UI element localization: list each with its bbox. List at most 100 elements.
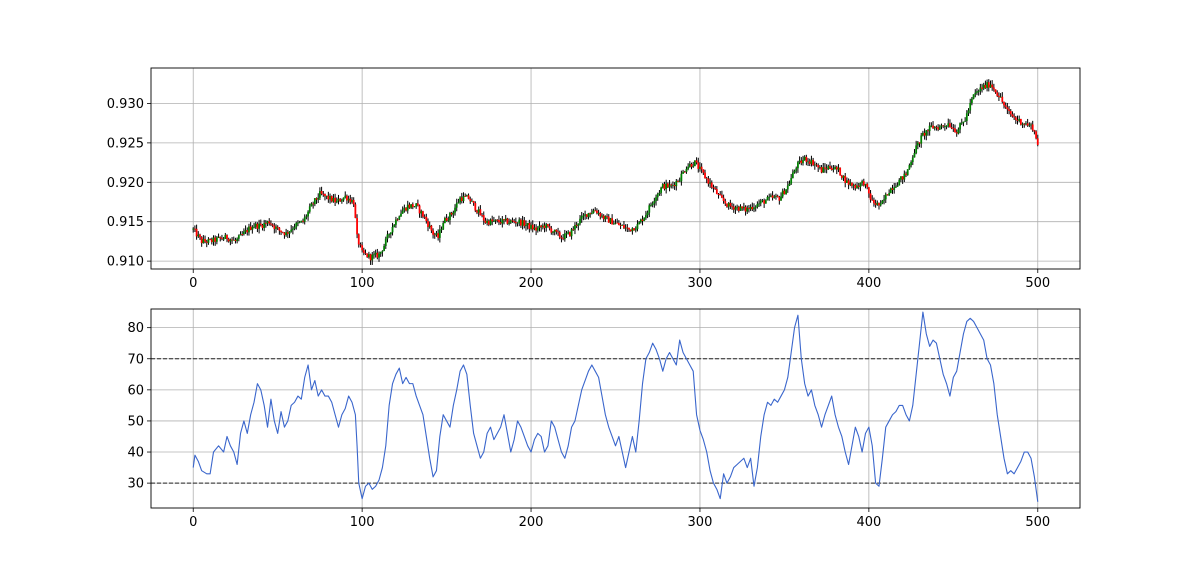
candle-body	[356, 217, 358, 235]
candle-body	[663, 183, 666, 190]
candle-body	[658, 192, 661, 195]
indicator-series-line	[192, 311, 1039, 502]
x-tick-label: 400	[856, 276, 881, 291]
candle-body	[580, 215, 583, 219]
candle-body	[972, 94, 975, 99]
candle-body	[447, 220, 450, 221]
candle-body	[849, 182, 852, 185]
candle-body	[340, 200, 343, 202]
candle-body	[970, 98, 973, 103]
candle-body	[563, 233, 566, 240]
candle-body	[722, 197, 725, 201]
candle-body	[633, 228, 635, 231]
candle-body	[624, 227, 627, 229]
candle-body	[239, 234, 242, 236]
candle-body	[584, 214, 586, 216]
candle-body	[932, 125, 934, 129]
candle-body	[312, 203, 315, 205]
candle-body	[949, 123, 951, 128]
candle-body	[661, 183, 664, 188]
candle-body	[1009, 110, 1012, 115]
candle-body	[428, 225, 431, 228]
candle-body	[832, 169, 835, 171]
candle-body	[199, 234, 201, 238]
candle-body	[192, 228, 195, 230]
x-tick-label: 200	[519, 276, 544, 291]
candle-body	[927, 130, 929, 132]
candle-body	[442, 223, 445, 230]
candle-body	[879, 203, 882, 206]
candle-body	[562, 238, 565, 240]
candle-body	[1031, 124, 1034, 131]
candle-body	[1030, 124, 1032, 126]
candle-body	[476, 210, 478, 213]
candle-body	[655, 197, 657, 201]
candle-body	[974, 92, 977, 95]
candle-body	[666, 183, 669, 188]
candle-body	[445, 217, 448, 221]
candle-body	[732, 206, 735, 210]
candle-body	[883, 199, 885, 201]
candle-body	[496, 219, 499, 221]
candle-body	[876, 202, 879, 205]
candle-body	[369, 254, 372, 261]
candle-body	[308, 206, 311, 212]
candle-body	[313, 198, 316, 205]
candle-body	[344, 195, 347, 198]
candle-body	[913, 153, 916, 158]
candle-body	[281, 232, 284, 233]
candle-body	[873, 199, 875, 204]
candle-body	[398, 216, 401, 220]
candle-body	[653, 200, 656, 204]
candle-body	[322, 193, 325, 195]
candle-body	[631, 228, 634, 232]
candle-body	[244, 230, 247, 232]
candle-body	[1014, 117, 1017, 120]
candle-body	[553, 229, 556, 233]
indicator-line-panel: 0 100 200 300 400 500 30 40 50 60 70 80	[127, 308, 1081, 530]
candle-body	[486, 220, 489, 223]
candle-body	[221, 238, 223, 240]
candle-body	[264, 223, 267, 224]
candle-body	[459, 197, 462, 203]
candle-body	[325, 195, 328, 197]
candle-body	[820, 167, 823, 173]
candle-body	[724, 200, 727, 204]
candle-body	[280, 230, 282, 233]
candle-body	[673, 184, 676, 187]
candle-body	[744, 206, 747, 212]
candle-body	[540, 225, 543, 228]
candle-body	[871, 199, 874, 201]
candle-body	[288, 231, 291, 234]
candle-body	[567, 231, 570, 234]
candle-body	[560, 237, 563, 239]
candle-body	[702, 169, 705, 173]
candle-body	[601, 215, 603, 217]
candle-body	[479, 209, 482, 216]
candle-body	[764, 200, 767, 204]
candlestick-series	[192, 79, 1039, 265]
candle-body	[452, 212, 455, 215]
candle-body	[552, 232, 554, 233]
candle-body	[275, 226, 277, 229]
candle-body	[276, 226, 279, 228]
candle-body	[307, 211, 309, 217]
candle-body	[1016, 119, 1019, 121]
candle-body	[751, 206, 754, 210]
candle-body	[766, 196, 769, 201]
candle-body	[925, 130, 928, 136]
candle-body	[389, 232, 392, 235]
candle-body	[734, 207, 737, 210]
candle-body	[884, 194, 887, 200]
candle-body	[1035, 131, 1037, 139]
candle-body	[742, 206, 745, 209]
candle-body	[619, 225, 622, 226]
candle-body	[977, 91, 980, 92]
candle-body	[862, 181, 865, 186]
candle-body	[406, 204, 409, 211]
candle-body	[541, 225, 544, 228]
candle-body	[612, 223, 615, 225]
candle-body	[416, 203, 419, 206]
candle-body	[464, 196, 467, 197]
candle-body	[837, 167, 840, 170]
